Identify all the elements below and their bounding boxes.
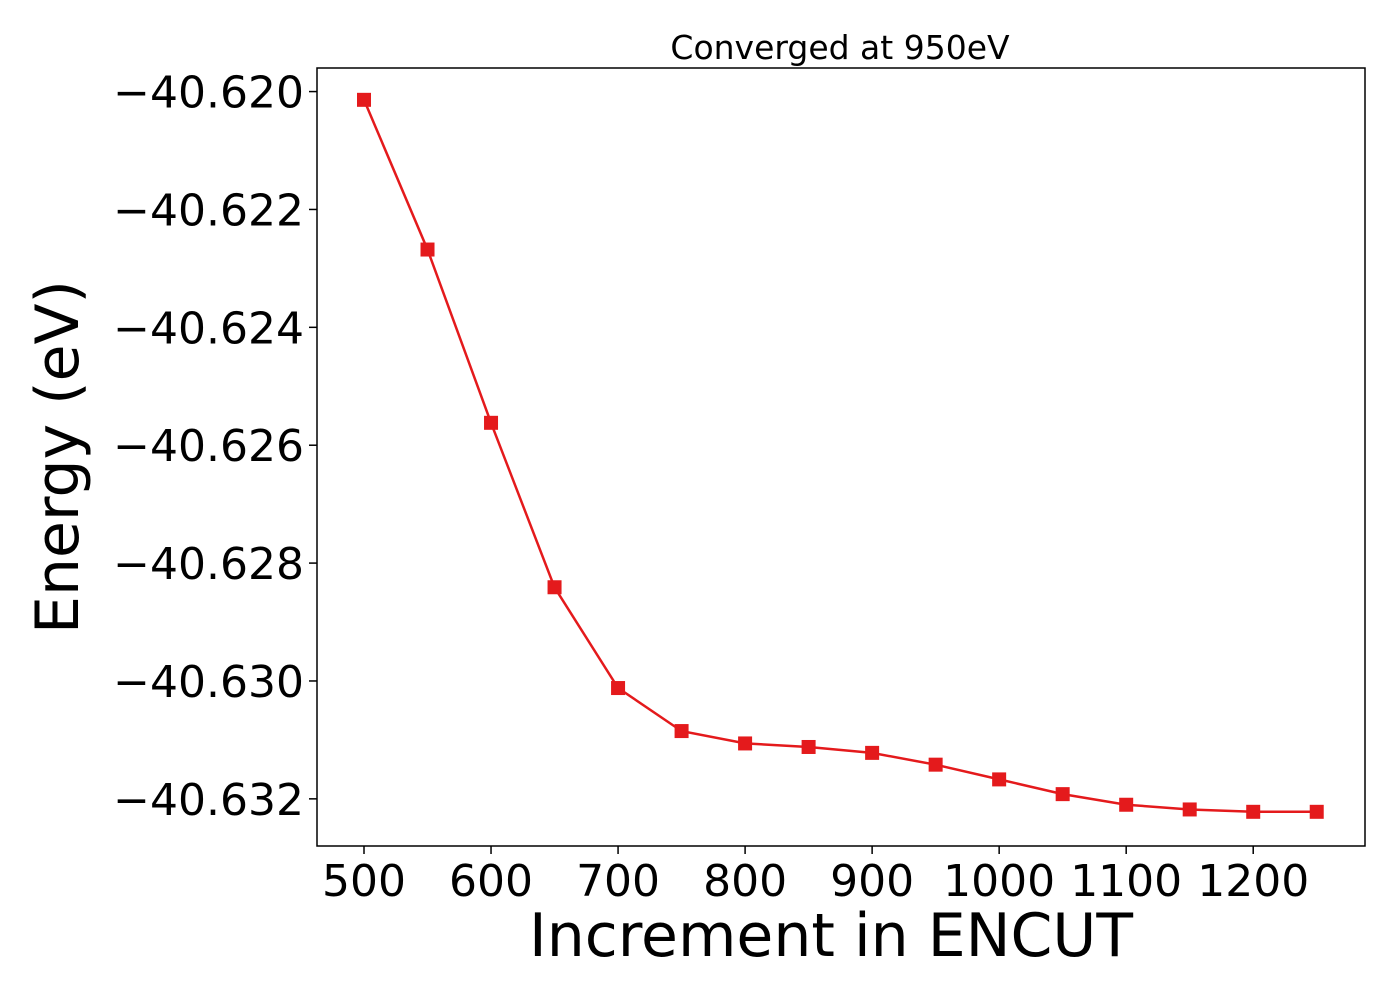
data-point-marker	[1119, 797, 1134, 812]
y-tick-label: −40.626	[113, 421, 304, 472]
x-tick-label: 700	[576, 856, 660, 907]
data-point-marker	[611, 681, 626, 696]
data-point-marker	[865, 745, 880, 760]
series-line	[362, 99, 1317, 814]
y-tick-label: −40.624	[113, 303, 304, 354]
x-ticks: 500 600 700 800 900 1000 1100 1200	[322, 846, 1309, 907]
data-point-marker	[1055, 787, 1070, 802]
y-tick-label: −40.632	[113, 775, 304, 826]
x-tick-label: 1100	[1070, 856, 1182, 907]
x-tick-label: 900	[830, 856, 914, 907]
chart-title: Converged at 950eV	[670, 28, 1010, 67]
y-tick-label: −40.620	[113, 68, 304, 119]
data-point-marker	[928, 757, 943, 772]
plot-series	[357, 92, 1324, 819]
y-tick-label: −40.622	[113, 185, 304, 236]
data-point-marker	[1309, 804, 1324, 819]
data-point-marker	[801, 739, 816, 754]
y-axis-label: Energy (eV)	[23, 280, 93, 634]
x-tick-label: 600	[449, 856, 533, 907]
x-tick-label: 1200	[1197, 856, 1309, 907]
data-point-marker	[1246, 804, 1261, 819]
data-point-marker	[357, 92, 372, 107]
data-point-marker	[738, 736, 753, 751]
plot-frame	[316, 67, 1366, 847]
data-point-marker	[484, 415, 499, 430]
x-tick-label: 1000	[943, 856, 1055, 907]
y-tick-label: −40.630	[113, 657, 304, 708]
data-point-marker	[674, 724, 689, 739]
x-tick-label: 800	[703, 856, 787, 907]
data-point-marker	[1182, 802, 1197, 817]
y-tick-label: −40.628	[113, 539, 304, 590]
x-axis-label: Increment in ENCUT	[529, 901, 1133, 971]
y-ticks: −40.620 −40.622 −40.624 −40.626 −40.628 −40.6…	[113, 68, 317, 826]
x-tick-label: 500	[322, 856, 406, 907]
data-point-marker	[547, 580, 562, 595]
data-point-marker	[992, 772, 1007, 787]
data-point-marker	[420, 242, 435, 257]
